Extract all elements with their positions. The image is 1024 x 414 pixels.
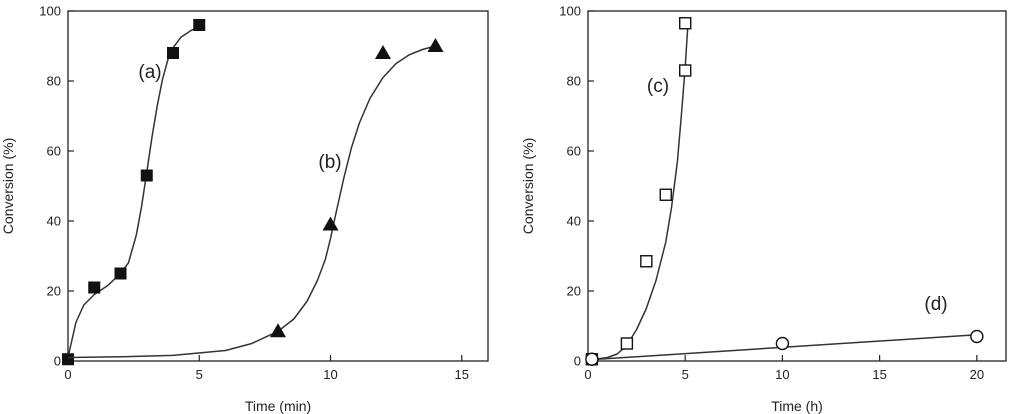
data-point <box>620 337 634 350</box>
series-annotation: (d) <box>924 294 947 315</box>
x-tick-label: 10 <box>775 367 789 382</box>
y-tick-label: 80 <box>47 74 61 89</box>
data-point <box>167 47 179 59</box>
x-tick-label: 5 <box>682 367 689 382</box>
data-point <box>679 17 692 30</box>
data-point <box>585 352 599 366</box>
data-point <box>62 353 74 366</box>
y-tick-label: 40 <box>47 214 61 229</box>
data-point <box>679 64 692 77</box>
data-point <box>322 216 339 231</box>
x-tick-label: 5 <box>196 367 203 382</box>
fit-curve <box>67 26 200 358</box>
plot-frame <box>587 10 1007 362</box>
data-point <box>375 45 391 59</box>
x-tick-label: 15 <box>455 367 469 382</box>
y-tick-label: 80 <box>567 74 581 89</box>
y-tick-label: 100 <box>39 4 61 19</box>
x-tick-label: 10 <box>323 367 337 382</box>
data-point <box>775 336 790 351</box>
y-tick-label: 20 <box>567 284 581 299</box>
y-axis-title: Conversion (%) <box>0 138 16 234</box>
x-tick-label: 0 <box>64 367 71 382</box>
fit-curve <box>587 21 689 361</box>
x-axis-title: Time (min) <box>245 398 311 414</box>
data-point <box>140 169 153 182</box>
x-tick-label: 15 <box>872 367 886 382</box>
y-tick-label: 60 <box>567 144 581 159</box>
y-tick-label: 40 <box>567 214 581 229</box>
data-point <box>640 255 653 268</box>
x-tick-label: 20 <box>970 367 984 382</box>
fit-curve <box>67 45 436 359</box>
y-tick-label: 60 <box>47 144 61 159</box>
y-tick-label: 100 <box>559 4 581 19</box>
panel-right: 0 5 10 15 20 0 20 40 60 80 100 Time (h) Conversion (… <box>520 4 1007 414</box>
y-axis-title: Conversion (%) <box>520 138 536 234</box>
y-tick-label: 20 <box>47 284 61 299</box>
data-point <box>193 19 206 31</box>
data-point <box>970 329 984 344</box>
data-point <box>659 188 672 201</box>
data-point <box>427 38 444 52</box>
panel-left: 0 5 10 15 0 20 40 60 80 100 Time (min) Conversion (… <box>0 4 489 414</box>
data-point <box>114 267 127 280</box>
series-annotation: (b) <box>318 152 341 173</box>
y-tick-label: 0 <box>574 354 581 369</box>
y-tick-label: 0 <box>54 354 61 369</box>
series-annotation: (c) <box>647 76 669 97</box>
series-annotation: (a) <box>138 62 161 83</box>
data-point <box>270 323 286 338</box>
x-tick-label: 0 <box>584 367 591 382</box>
data-point <box>88 281 101 294</box>
plot-frame <box>67 10 489 362</box>
x-axis-title: Time (h) <box>771 398 823 414</box>
